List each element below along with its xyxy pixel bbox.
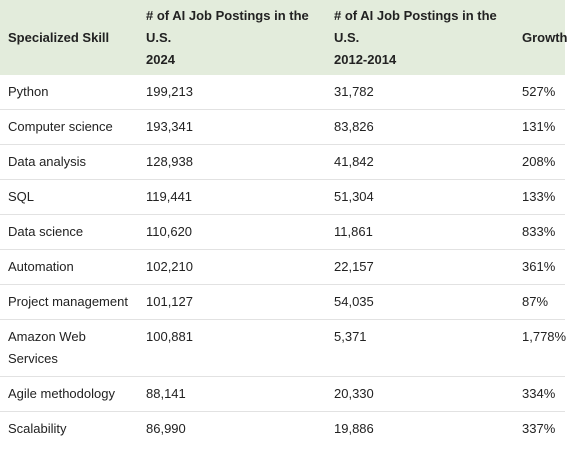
header-postings-2024-line3: 2024 [146,51,175,67]
table-row: Project management 101,127 54,035 87% [0,284,565,320]
header-postings-2012-2014: # of AI Job Postings in the U.S. 2012-20… [326,0,514,75]
header-postings-2012-line1: # of AI Job Postings in the [334,7,497,23]
cell-postings-2012-2014: 22,157 [326,249,514,285]
cell-postings-2012-2014: 20,330 [326,376,514,412]
cell-growth: 361% [514,249,565,285]
cell-postings-2024: 110,620 [138,214,326,250]
cell-postings-2012-2014: 5,371 [326,319,514,377]
cell-postings-2012-2014: 41,842 [326,144,514,180]
cell-postings-2012-2014: 31,782 [326,75,514,110]
cell-growth: 1,778% [514,319,566,377]
header-postings-2024-line2: U.S. [146,29,172,45]
table-row: Data science 110,620 11,861 833% [0,214,565,250]
cell-growth: 833% [514,214,565,250]
cell-postings-2024: 102,210 [138,249,326,285]
cell-growth: 334% [514,376,565,412]
cell-growth: 133% [514,179,565,215]
header-postings-2012-line3: 2012-2014 [334,51,397,67]
cell-postings-2024: 86,990 [146,421,186,436]
cell-postings-2024: 101,127 [138,284,326,320]
header-specialized-skill: Specialized Skill [8,29,110,45]
header-postings-2024: # of AI Job Postings in the U.S. 2024 [138,0,326,75]
cell-skill: SQL [0,179,138,215]
table-row: Amazon Web Services 100,881 5,371 1,778% [0,319,566,377]
cell-growth: 87% [514,284,565,320]
cell-skill: Scalability [8,421,67,436]
cell-postings-2024: 119,441 [138,179,326,215]
cell-growth: 131% [514,109,565,145]
table-body: Python 199,213 31,782 527% Computer scie… [0,75,566,447]
cell-postings-2012-2014: 11,861 [326,214,514,250]
table-row: Python 199,213 31,782 527% [0,75,565,110]
cell-skill: Data science [0,214,138,250]
cell-postings-2024: 100,881 [138,319,326,377]
cell-postings-2024: 128,938 [138,144,326,180]
table-header: Specialized Skill # of AI Job Postings i… [0,0,568,75]
header-row: Specialized Skill # of AI Job Postings i… [0,0,568,75]
header-growth: Growth [522,29,568,45]
cell-growth: 337% [522,421,556,436]
table-row: Automation 102,210 22,157 361% [0,249,565,285]
cell-skill: Data analysis [0,144,138,180]
cell-skill: Automation [0,249,138,285]
cell-postings-2012-2014: 51,304 [326,179,514,215]
table-row: Scalability 86,990 19,886 337% [0,412,565,447]
table-row: Data analysis 128,938 41,842 208% [0,144,565,180]
header-postings-2024-line1: # of AI Job Postings in the [146,7,309,23]
cell-postings-2012-2014: 54,035 [326,284,514,320]
cell-skill: Computer science [0,109,138,145]
cell-skill: Agile methodology [0,376,138,412]
table-row: SQL 119,441 51,304 133% [0,179,565,215]
header-postings-2012-line2: U.S. [334,29,360,45]
ai-skills-table: Specialized Skill # of AI Job Postings i… [0,0,568,447]
cell-skill: Amazon Web Services [0,319,138,377]
cell-growth: 527% [514,75,565,110]
cell-postings-2024: 199,213 [138,75,326,110]
cell-skill: Python [0,75,138,110]
cell-postings-2024: 88,141 [138,376,326,412]
cell-postings-2012-2014: 19,886 [334,421,374,436]
cell-growth: 208% [514,144,565,180]
cell-skill: Project management [0,284,138,320]
cell-postings-2012-2014: 83,826 [326,109,514,145]
cell-postings-2024: 193,341 [138,109,326,145]
table-row: Agile methodology 88,141 20,330 334% [0,376,565,412]
table-row: Computer science 193,341 83,826 131% [0,109,565,145]
